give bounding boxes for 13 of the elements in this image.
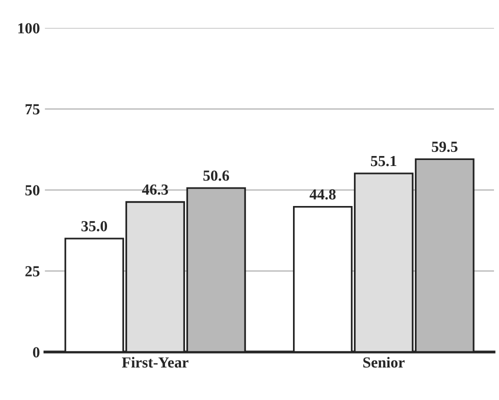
- data-label: 35.0: [81, 221, 108, 232]
- x-tick-label: Senior: [363, 356, 405, 368]
- data-label: 46.3: [142, 184, 168, 195]
- y-tick-label: 100: [18, 23, 40, 34]
- y-tick-label: 50: [25, 185, 40, 196]
- data-label: 44.8: [310, 189, 336, 200]
- data-label: 50.6: [203, 170, 230, 181]
- x-tick-label: First-Year: [122, 356, 188, 368]
- y-tick-label: 75: [26, 104, 40, 114]
- data-label: 59.5: [432, 142, 458, 152]
- y-tick-label: 0: [32, 347, 40, 358]
- data-label: 55.1: [370, 156, 396, 166]
- y-tick-label: 25: [25, 266, 40, 276]
